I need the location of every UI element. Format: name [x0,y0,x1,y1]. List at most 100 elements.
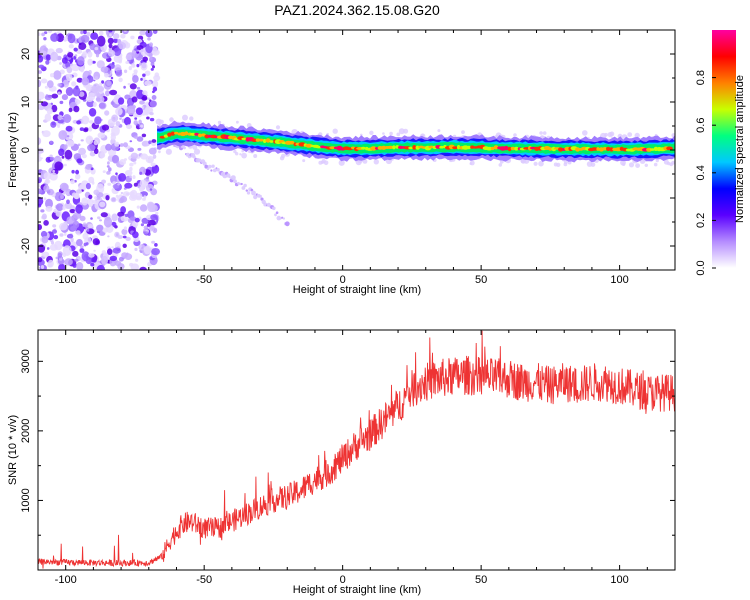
trace-halo [169,117,174,122]
noise-speck [59,62,62,65]
noise-speck [105,143,112,151]
noise-speck [58,148,65,157]
noise-speck [42,130,51,138]
noise-speck [82,232,89,240]
noise-speck [58,130,68,140]
noise-speck [152,65,155,69]
noise-speck [82,51,87,57]
secondary-trace-point [253,195,258,200]
noise-speck [109,33,112,37]
noise-speck [145,183,154,192]
noise-speck [105,195,110,201]
noise-speck [94,116,102,125]
noise-speck [91,181,95,185]
noise-speck [154,72,160,78]
noise-speck [139,30,147,36]
noise-speck [93,249,96,252]
noise-speck [81,251,90,262]
noise-speck [142,56,148,62]
noise-speck [43,31,48,35]
noise-speck [85,96,94,102]
noise-speck [134,217,140,223]
noise-speck [93,148,99,155]
noise-speck [149,42,153,47]
noise-speck [149,56,153,61]
trace-halo [158,150,161,154]
chart-title: PAZ1.2024.362.15.08.G20 [274,2,440,18]
noise-speck [122,235,127,239]
noise-speck [38,188,43,195]
secondary-trace-point [207,164,212,169]
trace-halo [389,131,393,136]
noise-speck [132,231,139,239]
trace-halo [281,153,286,159]
noise-speck [90,262,95,267]
noise-speck [38,91,45,100]
noise-speck [67,33,76,44]
noise-speck [88,252,95,258]
noise-speck [40,209,45,213]
noise-speck [59,222,68,231]
trace-peak [408,146,414,150]
noise-speck [67,52,74,58]
noise-speck [72,262,77,268]
noise-speck [101,250,106,254]
noise-speck [151,248,161,256]
noise-speck [72,86,81,97]
secondary-trace-point [197,158,202,163]
noise-speck [147,37,151,41]
noise-speck [115,172,118,176]
noise-speck [96,60,105,69]
noise-speck [138,62,142,66]
noise-speck [97,216,101,220]
noise-speck [129,162,134,167]
trace-halo [332,128,338,134]
trace-halo [609,131,615,137]
noise-speck [141,140,150,147]
trace-halo [321,158,326,164]
noise-speck [133,120,138,126]
snr-panel: -100 -50 0 50 100 1000 2000 3000 Height of str… [7,329,676,596]
noise-speck [126,252,129,255]
x-tick-label: 0 [340,274,346,286]
noise-speck [96,35,106,47]
noise-speck [89,151,96,157]
noise-speck [141,217,149,224]
noise-speck [152,86,158,92]
noise-speck [119,159,126,166]
noise-speck [144,70,151,76]
noise-speck [65,191,70,195]
noise-speck [47,30,53,34]
spectrogram-x-label: Height of straight line (km) [293,284,421,296]
noise-speck [66,66,73,74]
trace-peak [439,145,444,149]
noise-speck [134,247,138,251]
noise-speck [87,224,94,229]
trace-halo [542,131,547,135]
noise-speck [50,121,57,128]
noise-speck [121,228,128,235]
trace-peak [265,138,271,143]
noise-speck [73,105,80,113]
noise-speck [79,67,85,73]
noise-speck [134,135,138,139]
noise-speck [65,140,75,147]
noise-speck [60,194,65,200]
noise-speck [92,101,97,107]
spectrogram-y-label: Frequency (Hz) [7,112,19,188]
trace-halo [362,159,368,164]
trace-halo [563,160,568,164]
noise-speck [115,95,120,99]
noise-speck [80,34,90,43]
noise-speck [57,91,61,96]
spectrogram-y-ticks: -20 -10 0 10 20 [20,29,675,271]
noise-speck [130,35,135,40]
noise-speck [142,197,146,201]
noise-speck [96,264,105,270]
noise-speck [85,135,94,145]
trace-halo [396,132,401,137]
noise-speck [61,155,65,159]
noise-speck [95,85,105,92]
noise-speck [112,181,117,185]
noise-speck [87,86,92,91]
